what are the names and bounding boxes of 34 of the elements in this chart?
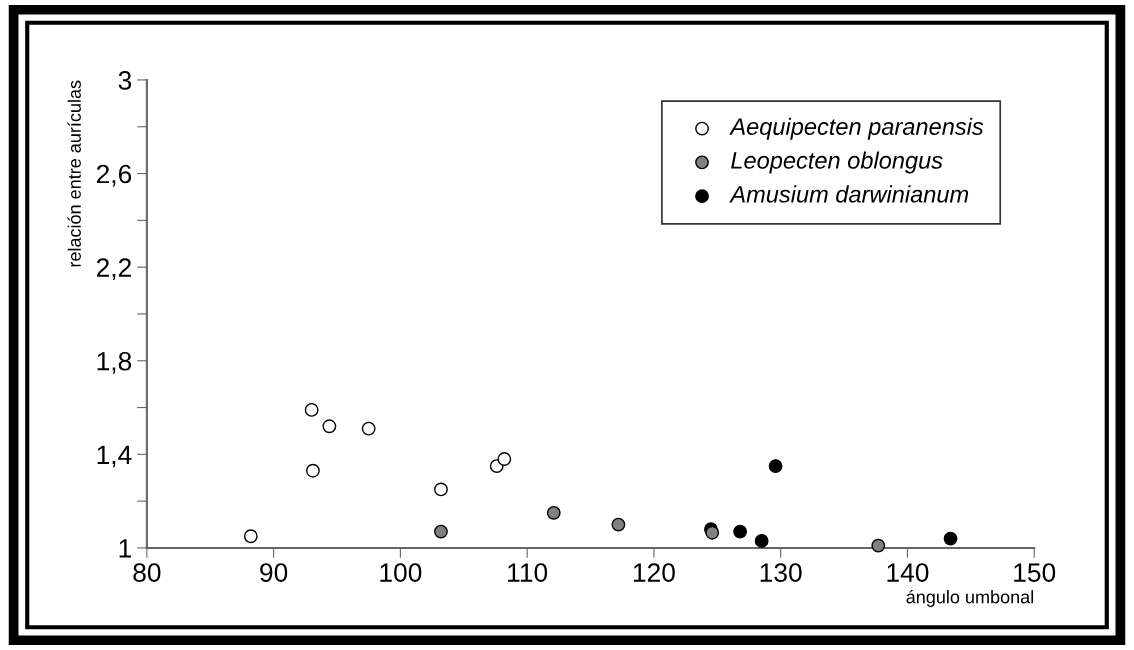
x-tick-label: 100 bbox=[380, 563, 422, 582]
y-axis-title: relación entre aurículas bbox=[67, 80, 81, 267]
legend-label: Aequipecten paranensis bbox=[729, 117, 984, 140]
x-tick-label: 150 bbox=[1014, 563, 1056, 582]
y-tick-label: 1,4 bbox=[97, 445, 132, 468]
y-tick-label: 2,6 bbox=[96, 164, 132, 187]
point bbox=[754, 534, 769, 548]
point bbox=[434, 524, 448, 539]
x-axis-title: ángulo umbonal bbox=[906, 589, 1034, 607]
y-tick-label: 2,2 bbox=[96, 258, 131, 281]
point bbox=[611, 517, 626, 532]
point bbox=[871, 538, 886, 553]
point bbox=[322, 419, 337, 434]
point bbox=[733, 524, 748, 539]
legend-label: Leopecten oblongus bbox=[731, 151, 943, 174]
point bbox=[434, 482, 448, 497]
x-tick-label: 110 bbox=[508, 563, 548, 582]
y-tick-label: 1,8 bbox=[97, 351, 132, 374]
x-tick-label: 130 bbox=[760, 563, 802, 582]
point bbox=[943, 531, 958, 546]
legend-label: Amusium darwinianum bbox=[729, 185, 969, 203]
y-tick-label: 3 bbox=[118, 71, 132, 90]
x-tick-label: 120 bbox=[633, 563, 675, 582]
x-tick-label: 80 bbox=[133, 563, 161, 582]
x-tick-label: 90 bbox=[260, 563, 288, 582]
point bbox=[361, 421, 376, 436]
point bbox=[768, 459, 783, 473]
point bbox=[497, 452, 512, 466]
point bbox=[304, 402, 319, 417]
point bbox=[243, 529, 258, 544]
point bbox=[306, 463, 320, 478]
y-tick-label: 1 bbox=[119, 539, 131, 558]
x-tick-label: 140 bbox=[887, 563, 929, 582]
point bbox=[546, 505, 561, 520]
